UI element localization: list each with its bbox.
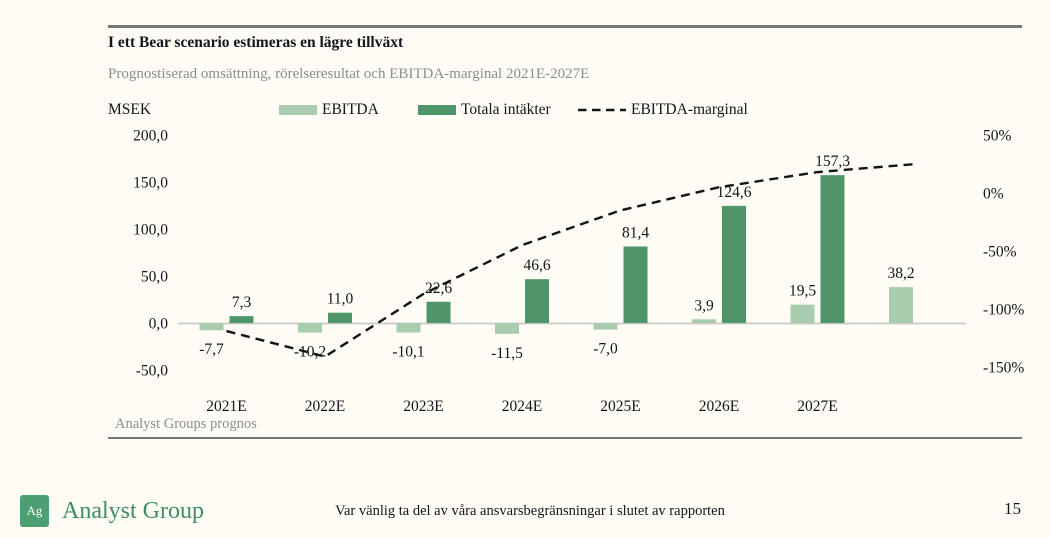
ebitda-margin-dashed-line	[226, 162, 917, 358]
revenue-value-label: 46,6	[523, 257, 550, 274]
margin-legend-label: EBITDA-marginal	[631, 101, 748, 118]
x-axis-label-2024E: 2024E	[502, 398, 542, 415]
revenue-legend-swatch	[418, 105, 456, 115]
ebitda-bar-2025E	[593, 323, 618, 330]
x-axis-label-2025E: 2025E	[600, 398, 640, 415]
ebitda-bar-2027E	[790, 304, 815, 323]
revenue-value-label: 124,6	[717, 184, 752, 201]
revenue-value-label: 11,0	[327, 291, 354, 308]
x-axis-label-2023E: 2023E	[403, 398, 443, 415]
top-divider	[108, 25, 1022, 28]
x-axis-label-2027E: 2027E	[797, 398, 837, 415]
ebitda-bar-2021E	[199, 323, 224, 331]
chart-bottom-divider	[108, 437, 1022, 439]
revenue-value-label: 157,3	[815, 153, 850, 170]
revenue-value-label: 7,3	[232, 294, 252, 311]
revenue-bar-2024E	[525, 279, 549, 323]
x-axis-label-2021E: 2021E	[206, 398, 246, 415]
revenue-bar-2026E	[722, 205, 746, 323]
left-axis-tick-0: 0,0	[149, 316, 169, 333]
left-axis-tick-50: 50,0	[141, 269, 168, 286]
left-axis-tick-150: 150,0	[133, 175, 168, 192]
revenue-bar-2027E	[820, 175, 845, 323]
ebitda-bar-2022E	[298, 323, 322, 333]
legend-item-margin: EBITDA-marginal	[578, 101, 748, 119]
ebitda-bar-2023E	[396, 323, 421, 333]
ebitda-bar-extra	[889, 287, 913, 323]
right-axis-tick--50: -50%	[983, 244, 1017, 261]
right-axis-tick-50: 50%	[983, 128, 1012, 145]
analyst-group-logo-icon: Ag	[20, 495, 49, 527]
ebitda-value-label: -11,5	[491, 345, 523, 362]
revenue-legend-label: Totala intäkter	[461, 101, 551, 118]
legend-item-ebitda: EBITDA	[279, 101, 379, 119]
brand-wordmark: Analyst Group	[62, 498, 204, 524]
ebitda-bar-2024E	[495, 323, 519, 334]
right-axis-tick--100: -100%	[983, 302, 1024, 319]
ebitda-value-label: -10,1	[392, 343, 424, 360]
x-axis-label-2026E: 2026E	[699, 398, 739, 415]
legend-item-revenue: Totala intäkter	[418, 101, 551, 119]
page-number: 15	[1004, 499, 1021, 518]
ebitda-value-label: 19,5	[789, 283, 816, 300]
combo-chart-plot: 200,0 150,0 100,0 50,0 0,0 -50,0 50% 0% -50% -100…	[133, 128, 1024, 416]
margin-legend-dash-sample	[578, 108, 626, 112]
ebitda-value-label: 38,2	[887, 265, 914, 282]
ebitda-value-label: -7,0	[593, 341, 618, 358]
right-axis-tick--150: -150%	[983, 360, 1024, 377]
x-axis-label-2022E: 2022E	[305, 398, 345, 415]
ebitda-legend-swatch	[279, 105, 317, 115]
revenue-bar-2021E	[229, 316, 254, 323]
ebitda-bar-2026E	[692, 319, 716, 323]
ebitda-value-label: -7,7	[199, 341, 224, 358]
left-axis-tick-200: 200,0	[133, 128, 168, 145]
left-axis-unit-label: MSEK	[108, 101, 152, 118]
revenue-bar-2023E	[426, 301, 451, 323]
ebitda-value-label: -10,2	[294, 344, 326, 361]
revenue-value-label: 81,4	[622, 224, 649, 241]
left-axis-tick--50: -50,0	[136, 363, 169, 380]
chart-source-note: Analyst Groups prognos	[115, 416, 257, 432]
right-axis-tick-0: 0%	[983, 186, 1004, 203]
footer-disclaimer: Var vänlig ta del av våra ansvarsbegräns…	[335, 503, 725, 519]
logo-monogram: Ag	[26, 503, 43, 518]
left-axis-tick-100: 100,0	[133, 222, 168, 239]
ebitda-legend-label: EBITDA	[322, 101, 379, 118]
chart-title: I ett Bear scenario estimeras en lägre t…	[108, 34, 404, 51]
chart-subtitle: Prognostiserad omsättning, rörelseresult…	[108, 66, 590, 82]
revenue-bar-2025E	[623, 246, 648, 323]
ebitda-value-label: 3,9	[694, 297, 714, 314]
revenue-bar-2022E	[328, 312, 352, 323]
